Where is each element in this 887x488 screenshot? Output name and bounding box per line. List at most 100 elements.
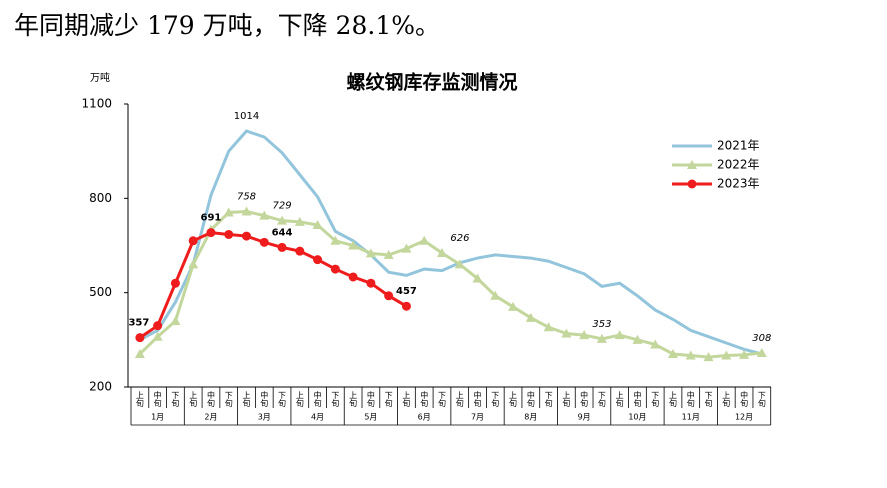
x-tick-label: 下旬 (757, 391, 766, 408)
month-label: 9月 (578, 413, 591, 422)
point (224, 229, 234, 239)
point (632, 334, 643, 344)
x-tick-label: 中旬 (526, 390, 535, 408)
headline: 年同期减少 179 万吨，下降 28.1%。 (14, 11, 440, 40)
x-tick-label: 上旬 (455, 391, 464, 408)
point (543, 322, 554, 332)
point (277, 242, 287, 252)
value-label: 357 (128, 318, 149, 329)
x-tick-label: 上旬 (509, 391, 518, 408)
x-tick-label: 中旬 (473, 390, 482, 408)
x-tick-label: 上旬 (189, 391, 198, 408)
point (685, 350, 696, 360)
x-tick-label: 中旬 (633, 390, 642, 408)
x-tick-label: 上旬 (402, 391, 411, 408)
point (242, 231, 252, 241)
legend-marker (687, 160, 697, 169)
value-label: 644 (272, 227, 293, 238)
point (348, 272, 358, 282)
point (721, 350, 732, 360)
month-label: 6月 (418, 413, 431, 422)
point (383, 249, 394, 259)
x-tick-label: 下旬 (704, 391, 713, 408)
value-label: 626 (450, 233, 469, 244)
y-tick-label: 500 (89, 285, 112, 299)
point (259, 210, 270, 220)
y-tick-label: 800 (89, 191, 112, 205)
value-label: 758 (237, 192, 256, 203)
month-label: 1月 (151, 413, 164, 422)
x-tick-label: 中旬 (313, 390, 322, 408)
month-label: 4月 (311, 413, 324, 422)
x-tick-label: 中旬 (153, 390, 162, 408)
x-tick-label: 中旬 (206, 390, 215, 408)
legend-label: 2022年 (717, 158, 760, 172)
point (295, 246, 305, 256)
y-axis-unit: 万吨 (90, 71, 110, 84)
point (135, 333, 145, 343)
legend-label: 2023年 (717, 177, 760, 191)
x-tick-label: 中旬 (580, 390, 589, 408)
y-tick-label: 1100 (81, 97, 112, 111)
point (170, 315, 181, 325)
point (134, 348, 145, 358)
point (330, 264, 340, 274)
point (313, 255, 323, 265)
point (561, 328, 572, 338)
point (330, 235, 341, 245)
value-label: 691 (201, 213, 222, 224)
month-label: 5月 (364, 413, 377, 422)
value-label: 353 (592, 319, 611, 330)
point (259, 237, 269, 247)
x-tick-label: 上旬 (295, 391, 304, 408)
point (241, 206, 252, 216)
point (614, 330, 625, 340)
legend-marker (687, 179, 697, 189)
point (490, 290, 501, 300)
x-tick-label: 上旬 (135, 391, 144, 408)
x-tick-label: 中旬 (260, 390, 269, 408)
point (525, 312, 536, 322)
month-label: 7月 (471, 413, 484, 422)
month-label: 11月 (682, 413, 700, 422)
value-label: 729 (272, 201, 291, 212)
x-tick-label: 上旬 (668, 391, 677, 408)
point (348, 240, 359, 250)
point (650, 339, 661, 349)
x-tick-label: 中旬 (686, 390, 695, 408)
x-tick-label: 中旬 (366, 390, 375, 408)
x-tick-label: 下旬 (651, 391, 660, 408)
point (756, 348, 767, 358)
x-tick-label: 中旬 (420, 390, 429, 408)
point (401, 301, 411, 311)
x-tick-label: 下旬 (224, 391, 233, 408)
legend-label: 2021年 (717, 139, 760, 153)
point (454, 259, 465, 269)
point (312, 220, 323, 230)
point (188, 259, 199, 269)
point (667, 348, 678, 358)
value-label: 1014 (234, 111, 259, 122)
point (153, 321, 163, 331)
series-line (139, 129, 763, 356)
month-label: 10月 (628, 413, 646, 422)
x-tick-label: 下旬 (331, 391, 340, 408)
point (436, 248, 447, 258)
month-label: 2月 (204, 413, 217, 422)
x-tick-label: 上旬 (722, 391, 731, 408)
point (472, 273, 483, 283)
point (579, 330, 590, 340)
month-label: 3月 (258, 413, 271, 422)
x-tick-label: 下旬 (544, 391, 553, 408)
y-tick-label: 200 (89, 380, 112, 394)
x-tick-label: 上旬 (242, 391, 251, 408)
point (508, 301, 519, 311)
point (365, 248, 376, 258)
point (703, 352, 714, 362)
x-tick-label: 上旬 (615, 391, 624, 408)
value-label: 457 (396, 286, 417, 297)
x-tick-label: 上旬 (562, 391, 571, 408)
value-label: 308 (752, 333, 771, 344)
x-tick-label: 下旬 (597, 391, 606, 408)
